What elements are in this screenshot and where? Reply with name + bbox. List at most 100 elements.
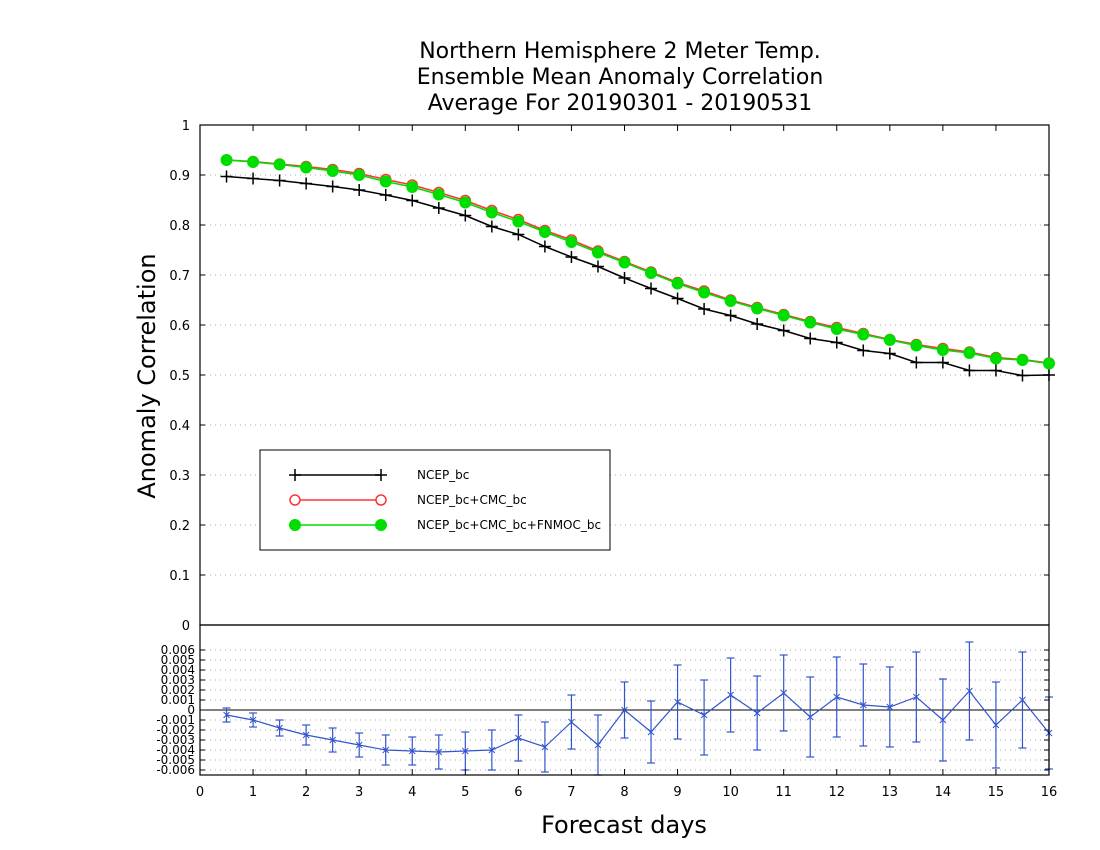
legend-item-2: NCEP_bc+CMC_bc — [289, 493, 527, 507]
data-point — [512, 228, 525, 241]
difference-point — [833, 693, 841, 701]
legend-marker — [375, 519, 387, 531]
data-point — [936, 356, 949, 369]
data-point — [459, 196, 472, 209]
data-point — [910, 356, 923, 369]
data-point — [591, 260, 604, 273]
data-point — [645, 267, 658, 279]
data-point — [565, 251, 578, 263]
x-tick-label: 2 — [302, 785, 310, 800]
legend-marker — [375, 469, 387, 481]
x-tick-label: 4 — [408, 785, 416, 800]
difference-point — [355, 741, 363, 749]
legend-marker — [289, 519, 301, 531]
data-point — [830, 323, 843, 335]
data-point — [247, 172, 260, 185]
diff-y-tick-label: -0.005 — [156, 753, 195, 767]
data-point — [910, 339, 923, 352]
diff-y-tick-label: 0.001 — [161, 693, 195, 707]
x-tick-label: 0 — [196, 785, 204, 800]
main-y-tick-label: 0.9 — [169, 169, 190, 184]
data-point — [751, 318, 764, 330]
x-tick-label: 10 — [722, 785, 739, 800]
x-tick-label: 6 — [514, 785, 522, 800]
difference-point — [276, 724, 283, 732]
chart-title-line-2: Ensemble Mean Anomaly Correlation — [417, 65, 824, 90]
difference-point — [302, 731, 310, 739]
difference-point — [408, 747, 416, 755]
x-tick-label: 11 — [775, 785, 792, 800]
data-point — [1043, 369, 1055, 381]
data-point — [777, 324, 790, 337]
series-line — [226, 175, 1050, 377]
x-tick-label: 5 — [461, 785, 469, 800]
difference-point — [223, 711, 230, 719]
data-point — [963, 364, 976, 377]
data-point — [406, 194, 419, 207]
chart-title-line-1: Northern Hemisphere 2 Meter Temp. — [419, 39, 821, 64]
data-point — [538, 240, 551, 253]
x-axis-title: Forecast days — [541, 811, 707, 839]
x-axis: 0 1 2 3 4 5 6 7 8 9 10 11 12 13 14 15 16 — [196, 125, 1057, 800]
x-tick-label: 16 — [1041, 785, 1058, 800]
data-point — [1043, 357, 1055, 370]
difference-point — [727, 691, 734, 699]
data-point — [273, 158, 286, 171]
x-tick-label: 13 — [882, 785, 899, 800]
data-point — [989, 364, 1002, 377]
legend-marker — [289, 469, 301, 481]
data-point — [777, 309, 790, 322]
legend: NCEP_bc NCEP_bc+CMC_bc NCEP_bc+CMC_bc+FNMO… — [259, 449, 611, 551]
chart-title-line-3: Average For 20190301 - 20190531 — [428, 91, 813, 116]
diff-y-tick-label: 0.004 — [161, 663, 195, 677]
diff-y-tick-label: 0.003 — [161, 673, 195, 687]
data-point — [724, 309, 737, 322]
diff-y-tick-label: -0.004 — [156, 743, 195, 757]
data-point — [989, 352, 1002, 365]
data-point — [538, 226, 551, 238]
difference-point — [541, 743, 549, 751]
main-y-tick-label: 0.8 — [169, 219, 190, 234]
series-line — [226, 159, 1050, 365]
data-point — [698, 303, 711, 315]
data-point — [300, 177, 313, 190]
data-point — [273, 174, 286, 187]
legend-item-3: NCEP_bc+CMC_bc+FNMOC_bc — [289, 518, 601, 532]
main-y-tick-label: 0 — [182, 619, 190, 634]
difference-point — [992, 721, 1000, 729]
diff-y-tick-label: -0.002 — [156, 723, 195, 737]
data-point — [406, 181, 419, 193]
chart-title: Northern Hemisphere 2 Meter Temp.Ensembl… — [417, 39, 824, 116]
data-point — [830, 336, 843, 349]
data-point — [459, 209, 472, 222]
error-bar — [700, 679, 709, 756]
series-3 — [220, 154, 1055, 370]
data-point — [565, 236, 578, 248]
diff-y-tick-label: -0.001 — [156, 713, 195, 727]
difference-point — [435, 748, 443, 756]
x-tick-label: 8 — [620, 785, 628, 800]
data-point — [512, 215, 525, 228]
data-point — [883, 347, 896, 360]
diff-y-tick-label: -0.006 — [156, 763, 195, 777]
legend-marker — [289, 494, 301, 506]
data-point — [432, 188, 445, 201]
data-point — [804, 316, 817, 329]
difference-point — [621, 706, 628, 714]
data-point — [353, 169, 366, 181]
data-point — [247, 156, 260, 168]
main-y-tick-label: 1 — [182, 119, 190, 134]
data-point — [326, 180, 339, 193]
data-point — [300, 161, 313, 174]
difference-point — [806, 713, 814, 721]
data-point — [220, 170, 233, 183]
difference-point — [886, 703, 894, 711]
y-axis-title: Anomaly Correlation — [133, 253, 161, 498]
x-tick-label: 12 — [828, 785, 845, 800]
data-point — [432, 202, 445, 214]
data-point — [591, 246, 604, 259]
data-point — [671, 277, 684, 290]
main-plot-panel: 0 0.1 0.2 0.3 0.4 0.5 0.6 0.7 0.8 0.9 1 — [169, 119, 1055, 634]
main-y-tick-label: 0.5 — [169, 369, 190, 384]
